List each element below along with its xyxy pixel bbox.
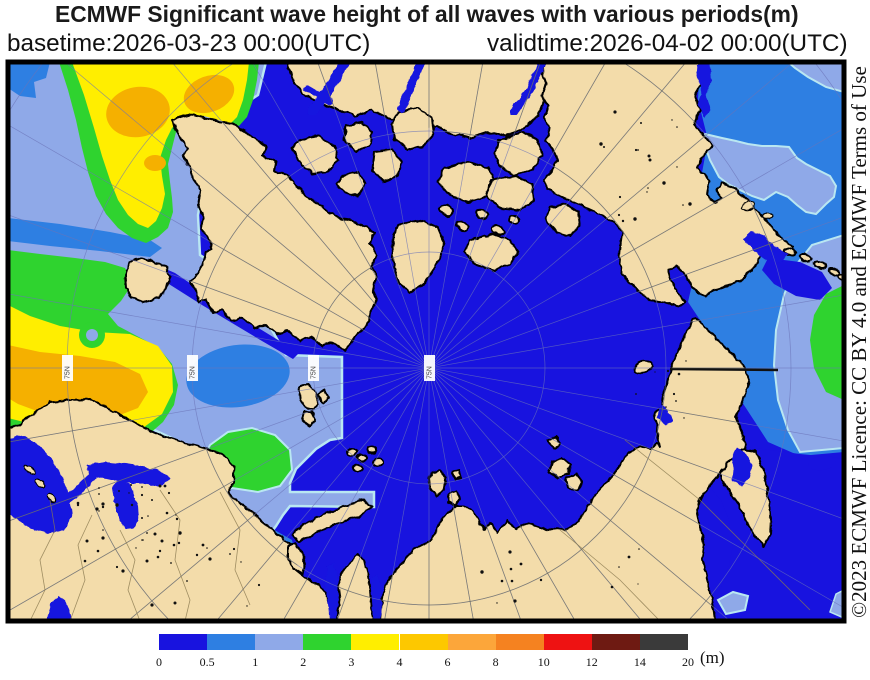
svg-text:75N: 75N	[190, 366, 197, 379]
svg-text:75N: 75N	[311, 366, 318, 379]
svg-text:75N: 75N	[427, 366, 434, 379]
svg-text:©2023 ECMWF Licence: CC BY 4.0: ©2023 ECMWF Licence: CC BY 4.0 and ECMWF…	[847, 66, 870, 618]
svg-text:75N: 75N	[65, 366, 72, 379]
